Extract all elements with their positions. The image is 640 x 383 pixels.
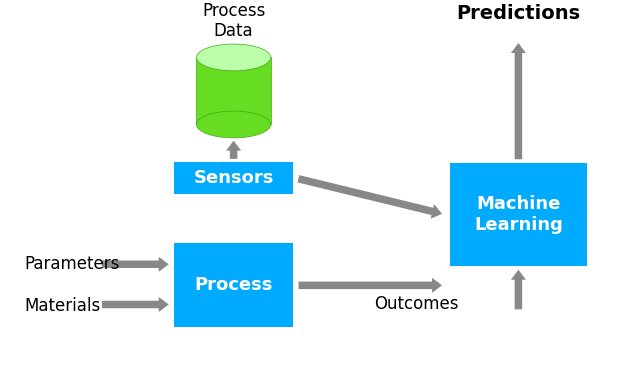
FancyBboxPatch shape	[450, 163, 588, 266]
Text: Process
Data: Process Data	[202, 2, 266, 41]
Text: Parameters: Parameters	[24, 255, 120, 273]
Text: Predictions: Predictions	[456, 4, 580, 23]
Text: Outcomes: Outcomes	[374, 296, 459, 313]
Text: Machine
Learning: Machine Learning	[474, 195, 563, 234]
Text: Materials: Materials	[24, 298, 100, 315]
Ellipse shape	[196, 111, 271, 138]
Text: Sensors: Sensors	[193, 169, 274, 187]
Text: Process: Process	[195, 277, 273, 294]
FancyBboxPatch shape	[174, 243, 292, 327]
Ellipse shape	[196, 44, 271, 71]
Polygon shape	[196, 57, 271, 124]
FancyBboxPatch shape	[174, 162, 292, 194]
